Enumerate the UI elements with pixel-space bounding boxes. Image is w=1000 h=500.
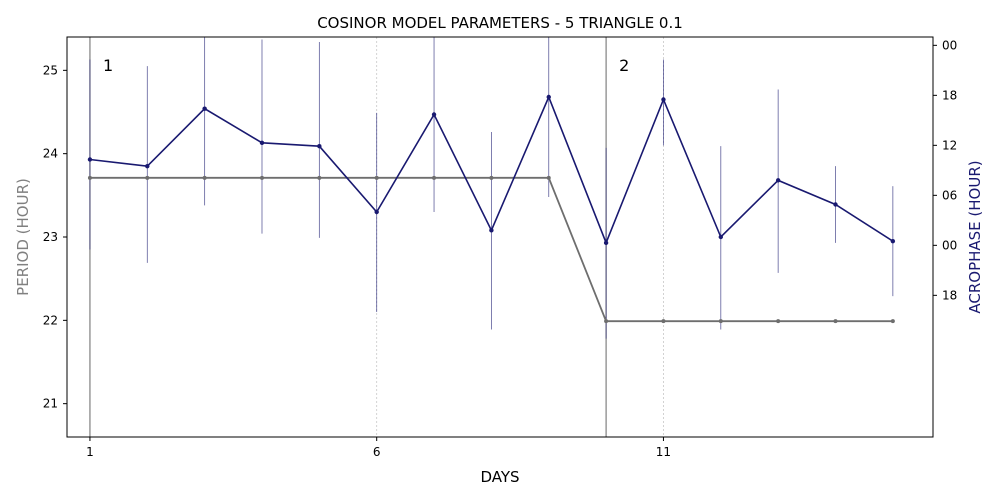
period-series <box>87 175 895 324</box>
x-tick-label: 11 <box>656 445 671 459</box>
acrophase-point <box>890 238 896 244</box>
y-axis-right-label: ACROPHASE (HOUR) <box>966 160 984 313</box>
acrophase-point <box>718 234 724 240</box>
acrophase-point <box>833 202 838 207</box>
acrophase-point <box>489 228 494 233</box>
y-left-tick-label: 24 <box>43 147 58 161</box>
acrophase-point <box>603 240 609 246</box>
period-point <box>432 175 437 180</box>
acrophase-point <box>546 94 551 100</box>
y-axis-left-label: PERIOD (HOUR) <box>14 178 32 296</box>
acrophase-point <box>145 163 150 169</box>
period-point <box>202 175 207 180</box>
y-right-tick-label: 18 <box>942 288 957 302</box>
acrophase-point <box>259 140 265 146</box>
acrophase-point <box>202 106 207 111</box>
y-right-tick-label: 18 <box>942 88 957 102</box>
x-axis: 1 6 11 <box>86 437 671 459</box>
y-axis-right: 18 00 06 12 18 00 <box>933 38 957 302</box>
y-left-tick-label: 21 <box>43 397 58 411</box>
y-left-tick-label: 22 <box>43 313 58 327</box>
x-tick-label: 1 <box>86 445 94 459</box>
period-point <box>374 175 379 180</box>
period-point <box>833 319 838 324</box>
period-point <box>546 175 551 180</box>
y-right-tick-label: 12 <box>942 138 957 152</box>
chart-title: COSINOR MODEL PARAMETERS - 5 TRIANGLE 0.… <box>317 14 683 32</box>
x-axis-label: DAYS <box>480 468 519 486</box>
period-point <box>776 319 781 324</box>
x-tick-label: 6 <box>373 445 381 459</box>
acrophase-point <box>661 97 666 102</box>
acrophase-point <box>317 143 322 149</box>
period-point <box>604 319 609 324</box>
y-left-tick-label: 23 <box>43 230 58 244</box>
acrophase-series <box>87 94 896 246</box>
y-axis-left: 21 22 23 24 25 <box>43 63 67 411</box>
section-marker-label: 2 <box>619 56 629 75</box>
acrophase-point <box>431 112 437 117</box>
acrophase-point <box>87 157 93 162</box>
period-point <box>890 319 895 324</box>
acrophase-point <box>775 178 781 183</box>
y-right-tick-label: 00 <box>942 238 957 252</box>
period-point <box>259 175 264 180</box>
period-point <box>489 175 494 180</box>
plot-background <box>67 37 933 437</box>
period-point <box>661 319 666 324</box>
y-left-tick-label: 25 <box>43 63 58 77</box>
y-right-tick-label: 06 <box>942 188 957 202</box>
period-point <box>317 175 322 180</box>
period-point <box>718 319 723 324</box>
period-point <box>87 175 92 180</box>
y-right-tick-label: 00 <box>942 38 957 52</box>
section-marker-label: 1 <box>103 56 113 75</box>
acrophase-point <box>374 209 379 215</box>
period-point <box>145 175 150 180</box>
